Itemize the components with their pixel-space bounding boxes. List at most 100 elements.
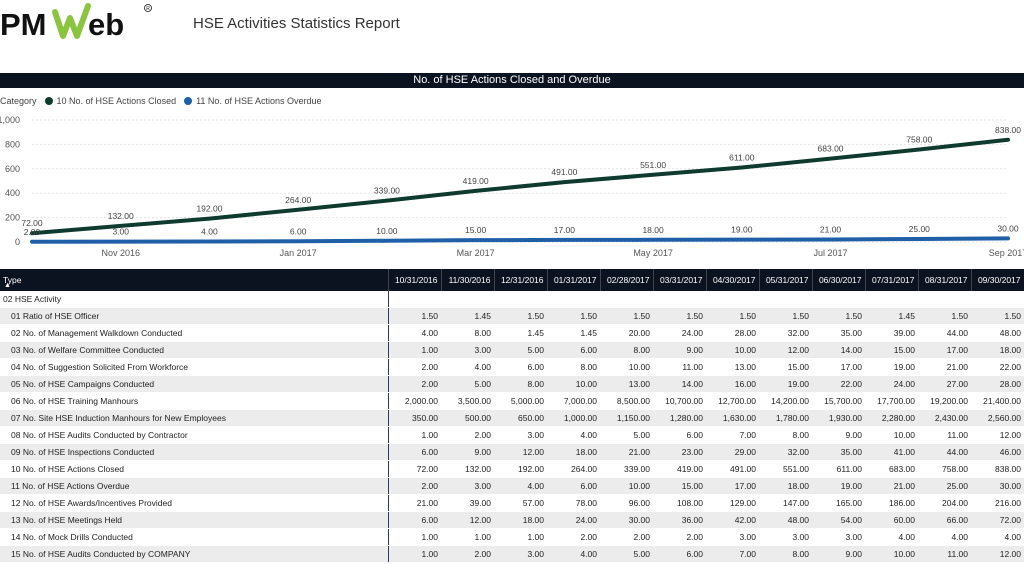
value-cell: 3.00	[494, 426, 547, 444]
data-label: 419.00	[463, 176, 489, 186]
data-label: 339.00	[374, 186, 400, 196]
column-header-date[interactable]: 10/31/2016	[388, 269, 442, 291]
statistics-table: Type ▲ 10/31/2016 11/30/2016 12/31/2016 01/31…	[0, 269, 1024, 563]
value-cell: 108.00	[653, 494, 706, 512]
legend-item-closed[interactable]: 10 No. of HSE Actions Closed	[56, 96, 177, 106]
column-header-date[interactable]: 09/30/2017	[971, 269, 1024, 291]
value-cell: 1.50	[812, 307, 865, 325]
column-header-date[interactable]: 05/31/2017	[759, 269, 813, 291]
value-cell: 10.00	[547, 375, 600, 393]
row-label: 06 No. of HSE Training Manhours	[0, 392, 389, 410]
value-cell: 2,280.00	[865, 409, 918, 427]
value-cell: 2.00	[600, 528, 653, 546]
empty-cell	[494, 291, 547, 308]
group-row: 02 HSE Activity	[0, 291, 1024, 308]
value-cell: 60.00	[865, 511, 918, 529]
row-label: 09 No. of HSE Inspections Conducted	[0, 443, 389, 461]
empty-cell	[865, 291, 918, 308]
y-tick-label: 400	[5, 188, 20, 198]
value-cell: 132.00	[441, 460, 494, 478]
series-line-closed	[30, 137, 1010, 236]
value-cell: 10.00	[706, 341, 759, 359]
value-cell: 4.00	[388, 324, 441, 342]
value-cell: 1.50	[600, 307, 653, 325]
column-header-date[interactable]: 08/31/2017	[918, 269, 972, 291]
value-cell: 3,500.00	[441, 392, 494, 410]
value-cell: 186.00	[865, 494, 918, 512]
value-cell: 12.00	[494, 443, 547, 461]
value-cell: 9.00	[812, 426, 865, 444]
column-header-date[interactable]: 07/31/2017	[865, 269, 919, 291]
svg-text:eb: eb	[88, 7, 124, 42]
value-cell: 192.00	[494, 460, 547, 478]
value-cell: 17.00	[918, 341, 971, 359]
column-header-date[interactable]: 03/31/2017	[653, 269, 707, 291]
value-cell: 5.00	[441, 375, 494, 393]
value-cell: 25.00	[918, 477, 971, 495]
value-cell: 9.00	[653, 341, 706, 359]
column-header-date[interactable]: 01/31/2017	[547, 269, 601, 291]
value-cell: 15,700.00	[812, 392, 865, 410]
value-cell: 551.00	[759, 460, 812, 478]
value-cell: 27.00	[918, 375, 971, 393]
data-label: 264.00	[285, 195, 311, 205]
value-cell: 11.00	[918, 545, 971, 563]
data-label: 15.00	[465, 225, 487, 235]
table-row: 05 No. of HSE Campaigns Conducted 2.00 5.0…	[0, 375, 1024, 393]
column-header-date[interactable]: 11/30/2016	[441, 269, 495, 291]
value-cell: 2,430.00	[918, 409, 971, 427]
value-cell: 54.00	[812, 511, 865, 529]
value-cell: 7.00	[706, 426, 759, 444]
value-cell: 838.00	[971, 460, 1024, 478]
value-cell: 10.00	[865, 545, 918, 563]
data-label: 10.00	[376, 226, 398, 236]
data-label: 551.00	[640, 160, 666, 170]
table-row: 15 No. of HSE Audits Conducted by COMPAN…	[0, 545, 1024, 563]
column-header-date[interactable]: 12/31/2016	[494, 269, 548, 291]
y-tick-label: 0	[15, 237, 20, 247]
value-cell: 6.00	[388, 443, 441, 461]
value-cell: 1.00	[388, 341, 441, 359]
value-cell: 3.00	[494, 545, 547, 563]
value-cell: 66.00	[918, 511, 971, 529]
value-cell: 24.00	[653, 324, 706, 342]
table-row: 10 No. of HSE Actions Closed 72.00 132.00 1…	[0, 460, 1024, 478]
table-row: 03 No. of Welfare Committee Conducted 1.0…	[0, 341, 1024, 359]
value-cell: 8,500.00	[600, 392, 653, 410]
column-header-date[interactable]: 04/30/2017	[706, 269, 760, 291]
column-header-date[interactable]: 02/28/2017	[600, 269, 654, 291]
table-row: 01 Ratio of HSE Officer 1.50 1.45 1.50 1.50 1…	[0, 307, 1024, 325]
column-header-type[interactable]: Type ▲	[0, 269, 389, 291]
line-chart: 0 200 400 600 800 1,000 Nov 2016 Jan 2017 Mar 20…	[0, 115, 1024, 258]
value-cell: 1.50	[759, 307, 812, 325]
sort-ascending-icon[interactable]: ▲	[4, 282, 11, 289]
value-cell: 17,700.00	[865, 392, 918, 410]
legend-item-overdue[interactable]: 11 No. of HSE Actions Overdue	[196, 96, 322, 106]
value-cell: 29.00	[706, 443, 759, 461]
value-cell: 44.00	[918, 324, 971, 342]
empty-cell	[600, 291, 653, 308]
table-row: 04 No. of Suggestion Solicited From Work…	[0, 358, 1024, 376]
value-cell: 39.00	[441, 494, 494, 512]
table-row: 14 No. of Mock Drills Conducted 1.00 1.00 1…	[0, 528, 1024, 546]
value-cell: 12.00	[759, 341, 812, 359]
value-cell: 9.00	[812, 545, 865, 563]
table-row: 09 No. of HSE Inspections Conducted 6.00 9…	[0, 443, 1024, 461]
svg-text:R: R	[146, 6, 150, 12]
data-label: 132.00	[108, 211, 134, 221]
group-label: 02 HSE Activity	[0, 291, 389, 308]
legend-marker-overdue	[184, 97, 193, 105]
value-cell: 1.50	[706, 307, 759, 325]
value-cell: 1.00	[388, 528, 441, 546]
value-cell: 1,930.00	[812, 409, 865, 427]
value-cell: 11.00	[918, 426, 971, 444]
value-cell: 12.00	[971, 545, 1024, 563]
value-cell: 6.00	[494, 358, 547, 376]
row-label: 14 No. of Mock Drills Conducted	[0, 528, 389, 546]
value-cell: 42.00	[706, 511, 759, 529]
value-cell: 15.00	[759, 358, 812, 376]
value-cell: 12.00	[971, 426, 1024, 444]
value-cell: 204.00	[918, 494, 971, 512]
column-header-date[interactable]: 06/30/2017	[812, 269, 866, 291]
x-tick-label: Sep 2017	[989, 248, 1024, 258]
